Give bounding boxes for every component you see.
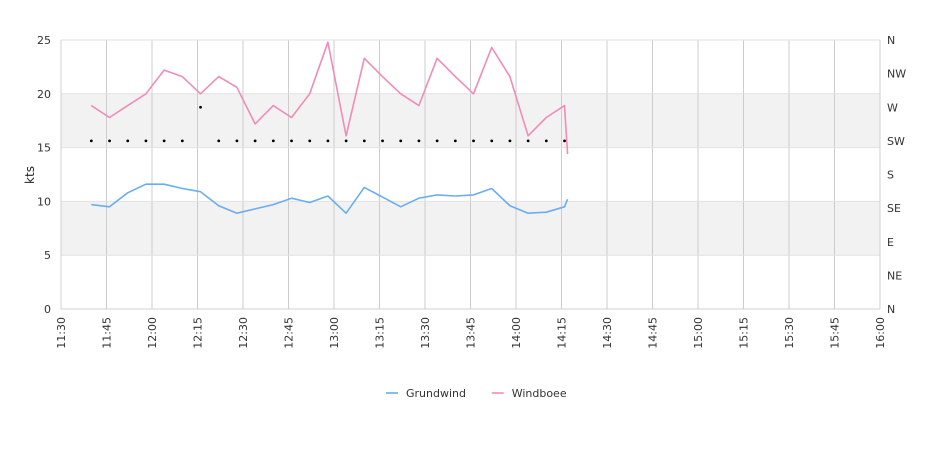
x-tick-labels: 11:30 11:45 12:00 12:15 12:30 12:45 13:00 13:15…	[55, 317, 887, 349]
x-tick-label: 13:15	[374, 317, 387, 349]
direction-tick-label: W	[887, 101, 898, 114]
x-tick-label: 13:30	[419, 317, 432, 349]
y-tick-label: 15	[37, 142, 51, 155]
direction-point	[162, 139, 166, 143]
direction-point	[271, 139, 275, 143]
direction-point	[235, 139, 239, 143]
direction-point	[126, 139, 130, 143]
x-tick-label: 12:15	[192, 317, 205, 349]
direction-point	[362, 139, 366, 143]
direction-point	[199, 105, 202, 109]
x-tick-label: 15:45	[829, 317, 842, 349]
x-tick-label: 15:15	[738, 317, 751, 349]
x-tick-label: 15:00	[692, 317, 705, 349]
direction-tick-label: NW	[887, 68, 906, 81]
legend-label: Windboee	[512, 387, 567, 400]
series-line-windboee	[90, 41, 569, 155]
x-tick-label: 11:30	[55, 317, 68, 349]
direction-point	[144, 139, 148, 143]
vertical-gridlines	[106, 40, 835, 309]
direction-tick-label: SW	[887, 135, 905, 148]
direction-point	[563, 139, 566, 143]
y-tick-label: 0	[44, 303, 51, 316]
y-axis-label: kts	[23, 166, 37, 184]
x-tick-label: 13:45	[465, 317, 478, 349]
axes	[60, 40, 881, 310]
direction-point	[290, 139, 293, 143]
legend: Grundwind Windboee	[386, 387, 567, 400]
x-tick-label: 14:00	[510, 317, 523, 349]
direction-point	[217, 139, 221, 143]
x-tick-label: 12:00	[146, 317, 159, 349]
direction-tick-labels: N NW W SW S SE E NE N	[887, 34, 906, 316]
direction-tick-label: NE	[887, 269, 902, 282]
x-tick-label: 14:45	[647, 317, 660, 349]
y-tick-label: 5	[44, 249, 51, 262]
x-tick-label: 11:45	[101, 317, 114, 349]
direction-point	[308, 139, 312, 143]
x-tick-label: 12:45	[283, 317, 296, 349]
direction-point	[453, 139, 457, 143]
direction-tick-label: E	[887, 236, 894, 249]
direction-point	[399, 139, 403, 143]
direction-point	[108, 139, 111, 143]
direction-point	[326, 139, 330, 143]
legend-label: Grundwind	[406, 387, 466, 400]
series-line-grundwind	[91, 183, 569, 214]
direction-point	[344, 139, 348, 143]
direction-point	[381, 139, 384, 143]
x-tick-label: 13:00	[328, 317, 341, 349]
series-lines	[90, 41, 569, 214]
y-tick-label: 25	[37, 34, 51, 47]
direction-tick-label: N	[887, 34, 895, 47]
direction-point	[417, 139, 421, 143]
direction-markers	[89, 105, 566, 143]
x-tick-label: 12:30	[237, 317, 250, 349]
direction-tick-label: N	[887, 303, 895, 316]
x-tick-label: 14:15	[556, 317, 569, 349]
y-tick-label: 20	[37, 88, 51, 101]
direction-point	[472, 139, 475, 143]
direction-point	[490, 139, 494, 143]
x-tick-label: 14:30	[601, 317, 614, 349]
y-tick-labels: 0 5 10 15 20 25	[37, 34, 51, 316]
direction-tick-label: SE	[887, 202, 901, 215]
direction-point	[89, 139, 93, 143]
direction-point	[435, 139, 439, 143]
x-tick-label: 16:00	[874, 317, 887, 349]
direction-point	[180, 139, 184, 143]
direction-point	[253, 139, 257, 143]
y-tick-label: 10	[37, 195, 51, 208]
direction-point	[544, 139, 548, 143]
direction-point	[508, 139, 512, 143]
direction-point	[526, 139, 530, 143]
direction-tick-label: S	[887, 169, 894, 182]
x-tick-label: 15:30	[783, 317, 796, 349]
